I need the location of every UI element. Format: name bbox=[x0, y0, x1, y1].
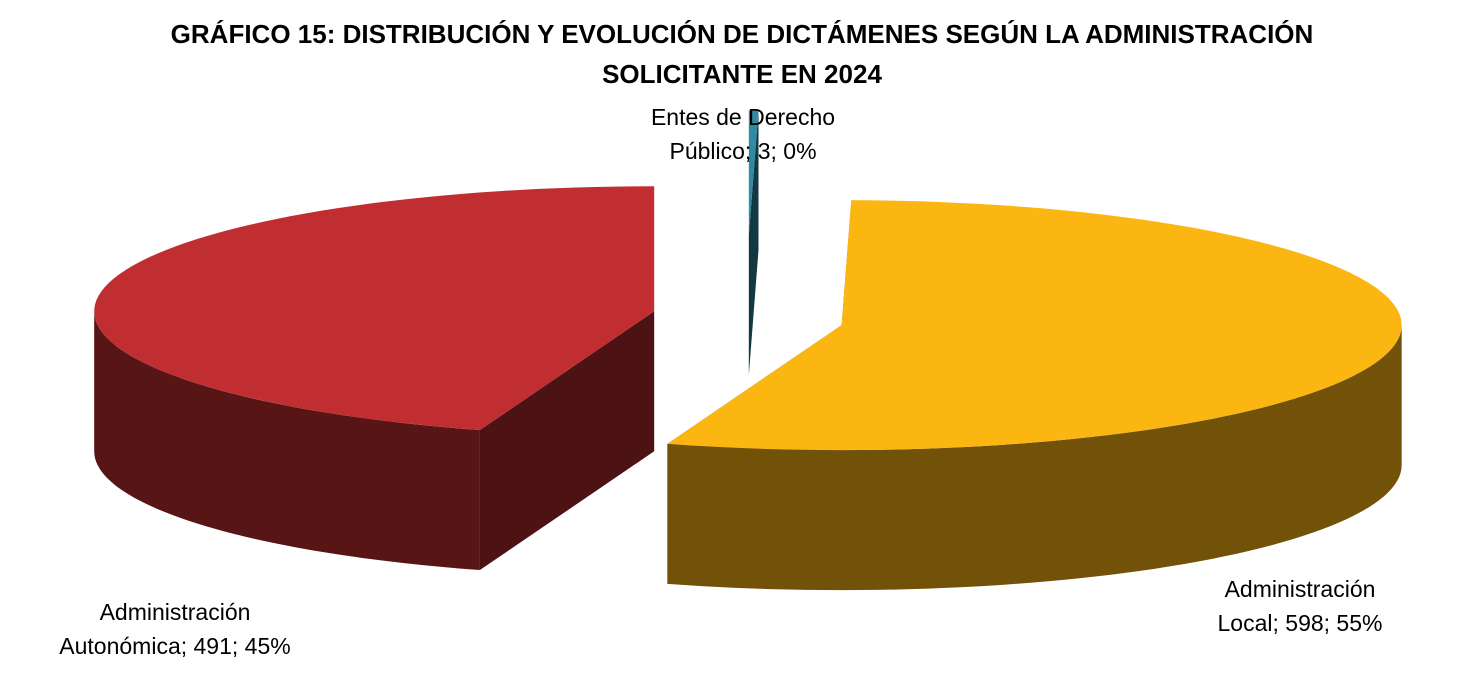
slice-outer-wall bbox=[667, 325, 1402, 591]
slice-radial-wall bbox=[479, 311, 655, 571]
data-label: Administración Autonómica; 491; 45% bbox=[59, 599, 291, 659]
data-label: Administración Local; 598; 55% bbox=[1217, 576, 1383, 636]
slice-radial-wall bbox=[748, 110, 759, 376]
pie-slice bbox=[667, 200, 1402, 451]
pie-slice bbox=[748, 110, 759, 236]
chart-title: GRÁFICO 15: DISTRIBUCIÓN Y EVOLUCIÓN DE … bbox=[170, 19, 1314, 89]
data-label: Entes de Derecho Público; 3; 0% bbox=[650, 104, 836, 164]
pie-slice bbox=[94, 186, 655, 431]
slice-outer-wall bbox=[94, 311, 480, 571]
